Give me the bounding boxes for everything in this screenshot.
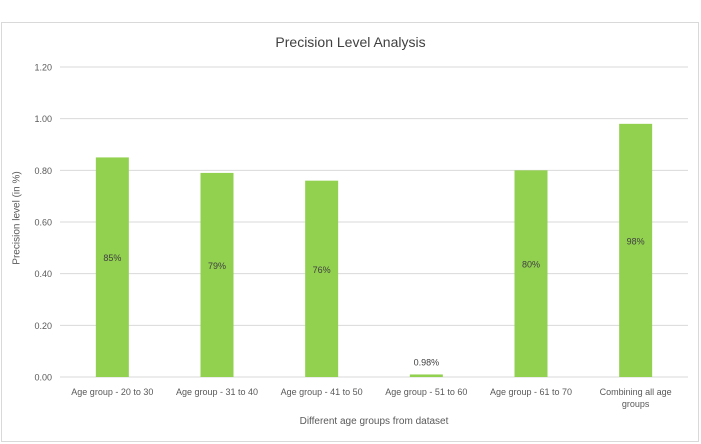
x-tick-label: Age group - 51 to 60 (385, 387, 467, 397)
bar (305, 180, 339, 377)
data-label: 80% (522, 260, 540, 270)
x-tick-label: groups (622, 399, 650, 409)
data-label: 0.98% (414, 357, 440, 367)
bar (200, 172, 234, 377)
bar (514, 170, 548, 377)
y-tick-label: 1.00 (34, 114, 52, 124)
y-tick-label: 0.20 (34, 321, 52, 331)
chart-title: Precision Level Analysis (275, 34, 426, 50)
y-tick-label: 0.00 (34, 373, 52, 383)
data-label: 85% (103, 253, 121, 263)
data-label: 79% (208, 261, 226, 271)
y-tick-label: 0.60 (34, 218, 52, 228)
x-tick-label: Age group - 61 to 70 (490, 387, 572, 397)
x-tick-label: Age group - 41 to 50 (281, 387, 363, 397)
bar (409, 374, 443, 377)
data-label: 76% (313, 265, 331, 275)
bar (95, 157, 129, 377)
y-tick-label: 0.80 (34, 166, 52, 176)
y-tick-label: 0.40 (34, 269, 52, 279)
x-tick-label: Age group - 20 to 30 (71, 387, 153, 397)
x-tick-label: Age group - 31 to 40 (176, 387, 258, 397)
bar (619, 123, 653, 377)
data-label: 98% (627, 236, 645, 246)
x-axis-title: Different age groups from dataset (299, 416, 449, 427)
y-tick-label: 1.20 (34, 63, 52, 73)
x-tick-label: Combining all age (600, 387, 672, 397)
